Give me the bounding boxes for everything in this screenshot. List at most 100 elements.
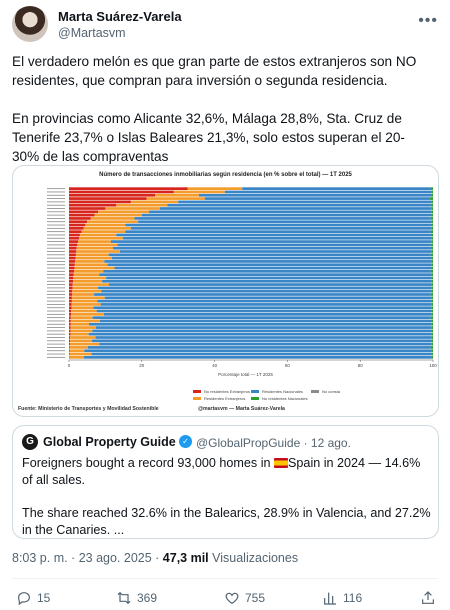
bar-residentes-extranjeros <box>69 346 88 349</box>
bar-residentes-nacionales <box>204 197 431 200</box>
more-options-icon[interactable]: ••• <box>418 12 438 29</box>
spain-flag-icon <box>274 458 289 468</box>
bar-no-residentes-nacionales <box>431 319 433 323</box>
bar-no-residentes-nacionales <box>431 273 433 277</box>
bar-residentes-nacionales <box>99 273 432 277</box>
bar-residentes-nacionales <box>134 217 431 220</box>
bar-no-residentes-nacionales <box>431 299 433 303</box>
quote-author-name: Global Property Guide <box>43 435 176 449</box>
province-label-mark <box>47 194 65 196</box>
bar-residentes-extranjeros <box>70 326 96 329</box>
quoted-tweet[interactable]: G Global Property Guide ✓ @GlobalPropGui… <box>12 425 439 539</box>
bar-no-residentes-extranjeros <box>69 332 71 336</box>
chart-title: Número de transacciones inmobiliarias se… <box>99 172 352 178</box>
x-tick-label: 0 <box>68 363 71 368</box>
bar-no-residentes-extranjeros <box>69 260 76 263</box>
bar-no-residentes-extranjeros <box>69 293 73 296</box>
bar-no-residentes-extranjeros <box>69 266 75 270</box>
avatar[interactable] <box>12 6 48 42</box>
bar-no-residentes-nacionales <box>431 336 433 339</box>
bar-no-residentes-nacionales <box>431 306 433 310</box>
quote-text: Foreigners bought a record 93,000 homes … <box>22 455 432 555</box>
bar-no-residentes-extranjeros <box>69 309 72 313</box>
bar-no-residentes-nacionales <box>431 329 433 333</box>
tweet-image[interactable]: 0 20 40 60 80 100 Número de transacciones inm… <box>12 165 439 417</box>
quote-avatar[interactable]: G <box>22 434 38 450</box>
bar-residentes-nacionales <box>95 326 432 329</box>
bar-residentes-nacionales <box>138 220 432 224</box>
bar-no-residentes-nacionales <box>431 296 433 300</box>
province-label-mark <box>47 270 65 272</box>
bar-no-residentes-extranjeros <box>69 299 72 303</box>
bar-residentes-nacionales <box>107 263 432 267</box>
bar-residentes-extranjeros <box>74 269 104 273</box>
bar-residentes-extranjeros <box>71 303 101 306</box>
legend-item: Residentes Extranjeros <box>193 396 245 401</box>
bar-residentes-extranjeros <box>70 336 96 339</box>
bar-no-residentes-nacionales <box>431 210 433 214</box>
bar-no-residentes-nacionales <box>431 236 433 240</box>
bar-no-residentes-nacionales <box>430 253 433 257</box>
bar-residentes-extranjeros <box>83 226 131 230</box>
legend-label: Residentes Extranjeros <box>204 396 246 401</box>
bar-no-residentes-nacionales <box>431 349 433 353</box>
province-label-mark <box>47 208 65 209</box>
bar-residentes-extranjeros <box>72 286 99 290</box>
bar-residentes-nacionales <box>84 349 432 353</box>
bar-residentes-extranjeros <box>70 339 92 343</box>
legend-label: No consta <box>322 389 341 394</box>
province-label-mark <box>47 218 65 219</box>
province-label-mark <box>47 317 65 319</box>
chart: 0 20 40 60 80 100 <box>47 187 437 368</box>
bar-no-residentes-extranjeros <box>69 203 117 207</box>
bar-no-residentes-nacionales <box>431 309 433 313</box>
bar-no-residentes-nacionales <box>431 322 433 326</box>
bar-no-residentes-extranjeros <box>69 263 75 267</box>
author-name[interactable]: Marta Suárez-Varela <box>58 9 182 24</box>
quote-text-part: Foreigners bought a record 93,000 homes … <box>22 456 275 470</box>
quote-paragraph-1: Foreigners bought a record 93,000 homes … <box>22 455 432 489</box>
bar-residentes-nacionales <box>108 253 431 257</box>
share-button[interactable] <box>420 590 436 606</box>
province-label-mark <box>47 241 65 242</box>
bar-no-residentes-nacionales <box>431 276 433 280</box>
bar-no-residentes-nacionales <box>431 303 433 306</box>
bar-no-residentes-extranjeros <box>69 336 71 339</box>
bar-no-residentes-nacionales <box>431 250 433 253</box>
province-label-mark <box>47 343 65 345</box>
bar-no-residentes-nacionales <box>431 289 433 293</box>
bar-no-residentes-nacionales <box>430 269 433 273</box>
bookmark-count: 116 <box>343 591 363 605</box>
bar-no-residentes-nacionales <box>431 260 433 263</box>
tweet-paragraph-2: En provincias como Alicante 32,6%, Málag… <box>12 111 405 164</box>
bar-no-residentes-nacionales <box>431 326 433 329</box>
province-label-mark <box>47 257 65 259</box>
author-handle[interactable]: @Martasvm <box>58 26 126 40</box>
bar-no-residentes-nacionales <box>431 342 433 346</box>
bar-residentes-extranjeros <box>69 355 84 359</box>
repost-button[interactable]: 369 <box>116 590 157 606</box>
bar-residentes-extranjeros <box>75 260 105 263</box>
like-button[interactable]: 755 <box>224 590 265 606</box>
bar-residentes-extranjeros <box>69 352 92 356</box>
legend-label: Residentes Nacionales <box>262 389 303 394</box>
bar-residentes-nacionales <box>88 332 432 336</box>
tweet-datetime[interactable]: 8:03 p. m. · 23 ago. 2025 · <box>12 551 163 565</box>
bar-no-residentes-nacionales <box>431 220 433 224</box>
quote-handle-time: @GlobalPropGuide · 12 ago. <box>196 436 351 450</box>
bar-residentes-extranjeros <box>155 193 199 197</box>
bar-residentes-nacionales <box>110 240 432 243</box>
province-label-mark <box>47 297 65 299</box>
bookmark-button[interactable]: 116 <box>322 590 362 606</box>
bar-no-residentes-extranjeros <box>69 220 88 224</box>
bar-no-residentes-nacionales <box>430 346 433 349</box>
province-label-mark <box>47 327 65 328</box>
bar-residentes-nacionales <box>167 203 431 207</box>
bar-no-residentes-extranjeros <box>69 319 71 323</box>
bar-residentes-nacionales <box>104 260 432 263</box>
legend-label: No residentes Nacionales <box>262 396 308 401</box>
bar-residentes-extranjeros <box>70 316 93 320</box>
quote-text-part: Spain in 2024 — 14.6% of all sales. <box>22 456 421 487</box>
reply-button[interactable]: 15 <box>16 590 50 606</box>
quote-paragraph-2: The share reached 32.6% in the Balearics… <box>22 506 431 537</box>
